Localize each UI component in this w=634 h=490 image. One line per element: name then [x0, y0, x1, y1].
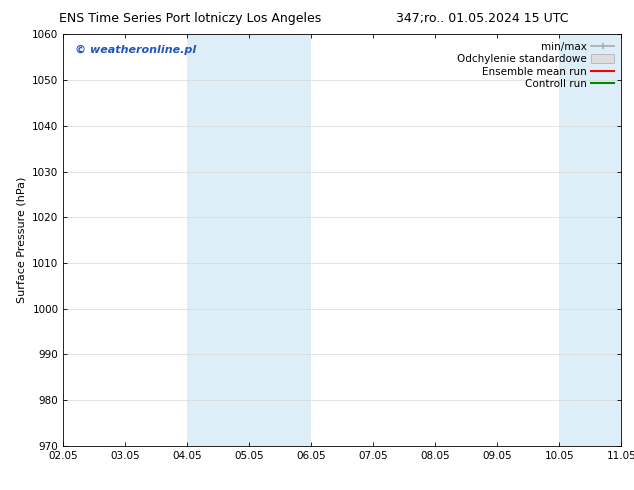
Text: 347;ro.. 01.05.2024 15 UTC: 347;ro.. 01.05.2024 15 UTC	[396, 12, 568, 25]
Y-axis label: Surface Pressure (hPa): Surface Pressure (hPa)	[16, 177, 27, 303]
Bar	[188, 34, 311, 446]
Text: ENS Time Series Port lotniczy Los Angeles: ENS Time Series Port lotniczy Los Angele…	[59, 12, 321, 25]
Legend: min/max, Odchylenie standardowe, Ensemble mean run, Controll run: min/max, Odchylenie standardowe, Ensembl…	[455, 40, 616, 92]
Bar	[559, 34, 621, 446]
Text: © weatheronline.pl: © weatheronline.pl	[75, 45, 196, 55]
